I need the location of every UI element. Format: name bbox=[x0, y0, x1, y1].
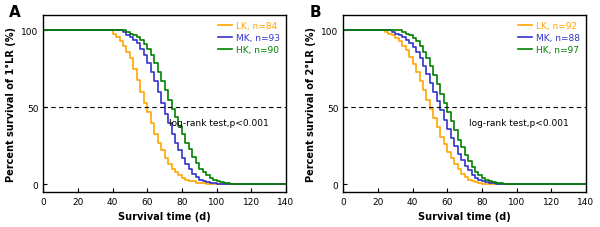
Text: log-rank test,p<0.001: log-rank test,p<0.001 bbox=[469, 118, 569, 127]
Legend: LK, n=92, MK, n=88, HK, n=97: LK, n=92, MK, n=88, HK, n=97 bbox=[517, 20, 581, 56]
Y-axis label: Percent survival of 2°LR (%): Percent survival of 2°LR (%) bbox=[305, 27, 316, 181]
Text: B: B bbox=[310, 5, 321, 20]
Y-axis label: Percent survival of 1°LR (%): Percent survival of 1°LR (%) bbox=[5, 27, 16, 181]
X-axis label: Survival time (d): Survival time (d) bbox=[418, 212, 511, 222]
Legend: LK, n=84, MK, n=93, HK, n=90: LK, n=84, MK, n=93, HK, n=90 bbox=[217, 20, 281, 56]
Text: A: A bbox=[10, 5, 21, 20]
Text: log-rank test,p<0.001: log-rank test,p<0.001 bbox=[169, 118, 269, 127]
X-axis label: Survival time (d): Survival time (d) bbox=[118, 212, 211, 222]
